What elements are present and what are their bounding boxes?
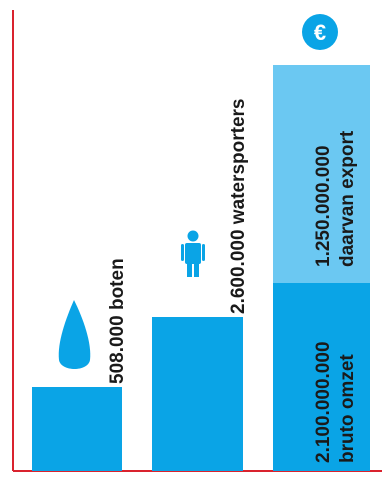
label-export-desc: daarvan export: [337, 130, 358, 267]
bar-revenue-export: [273, 65, 370, 283]
label-revenue-value: 2.100.000.000: [313, 341, 334, 463]
label-boats: 508.000 boten: [107, 258, 128, 384]
label-export-value: 1.250.000.000: [313, 145, 334, 267]
bar-watersports: [152, 317, 243, 471]
euro-icon: €: [302, 14, 338, 50]
sail-icon: [58, 300, 91, 369]
bar-boats: [32, 387, 122, 471]
euro-symbol: €: [314, 20, 326, 45]
label-revenue-desc: bruto omzet: [337, 354, 358, 463]
label-watersports: 2.600.000 watersporters: [228, 99, 249, 314]
bar-revenue: [273, 283, 370, 471]
person-icon: [181, 230, 205, 277]
